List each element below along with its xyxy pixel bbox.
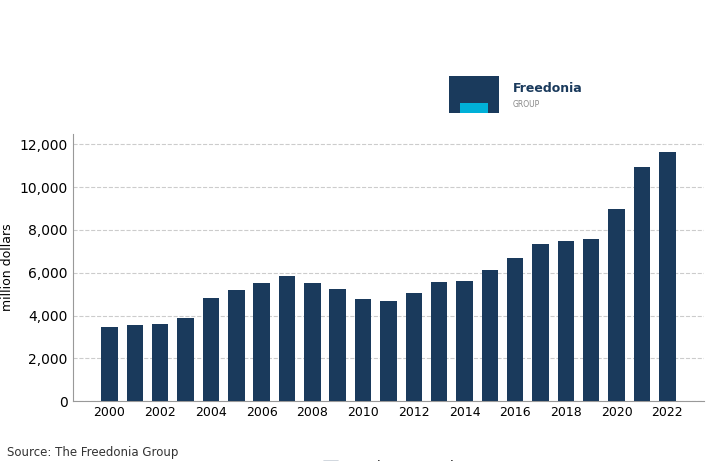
Bar [406, 293, 422, 401]
Bar [608, 208, 625, 401]
Bar [355, 300, 371, 401]
Bar [431, 282, 447, 401]
Bar [507, 258, 523, 401]
Bar [634, 167, 650, 401]
Bar [304, 284, 321, 401]
FancyBboxPatch shape [449, 76, 499, 113]
Bar [330, 289, 346, 401]
Bar [659, 152, 675, 401]
FancyBboxPatch shape [460, 103, 488, 113]
Bar [583, 238, 600, 401]
Text: Freedonia: Freedonia [513, 82, 582, 95]
Bar [481, 270, 498, 401]
Bar [203, 298, 219, 401]
Text: Figure 3-2.
Fencing Demand,
2000 – 2022
(million dollars): Figure 3-2. Fencing Demand, 2000 – 2022 … [9, 12, 144, 85]
Legend: Fencing Demand: Fencing Demand [318, 455, 459, 461]
Bar [253, 284, 270, 401]
Y-axis label: million dollars: million dollars [1, 224, 14, 311]
Bar [558, 241, 574, 401]
Text: Source: The Freedonia Group: Source: The Freedonia Group [7, 446, 179, 459]
Bar [102, 327, 118, 401]
Bar [532, 244, 549, 401]
Bar [456, 281, 473, 401]
Bar [279, 276, 295, 401]
Bar [152, 324, 168, 401]
Bar [126, 325, 143, 401]
Bar [177, 318, 194, 401]
Bar [380, 301, 396, 401]
Bar [228, 290, 245, 401]
Text: GROUP: GROUP [513, 100, 540, 109]
